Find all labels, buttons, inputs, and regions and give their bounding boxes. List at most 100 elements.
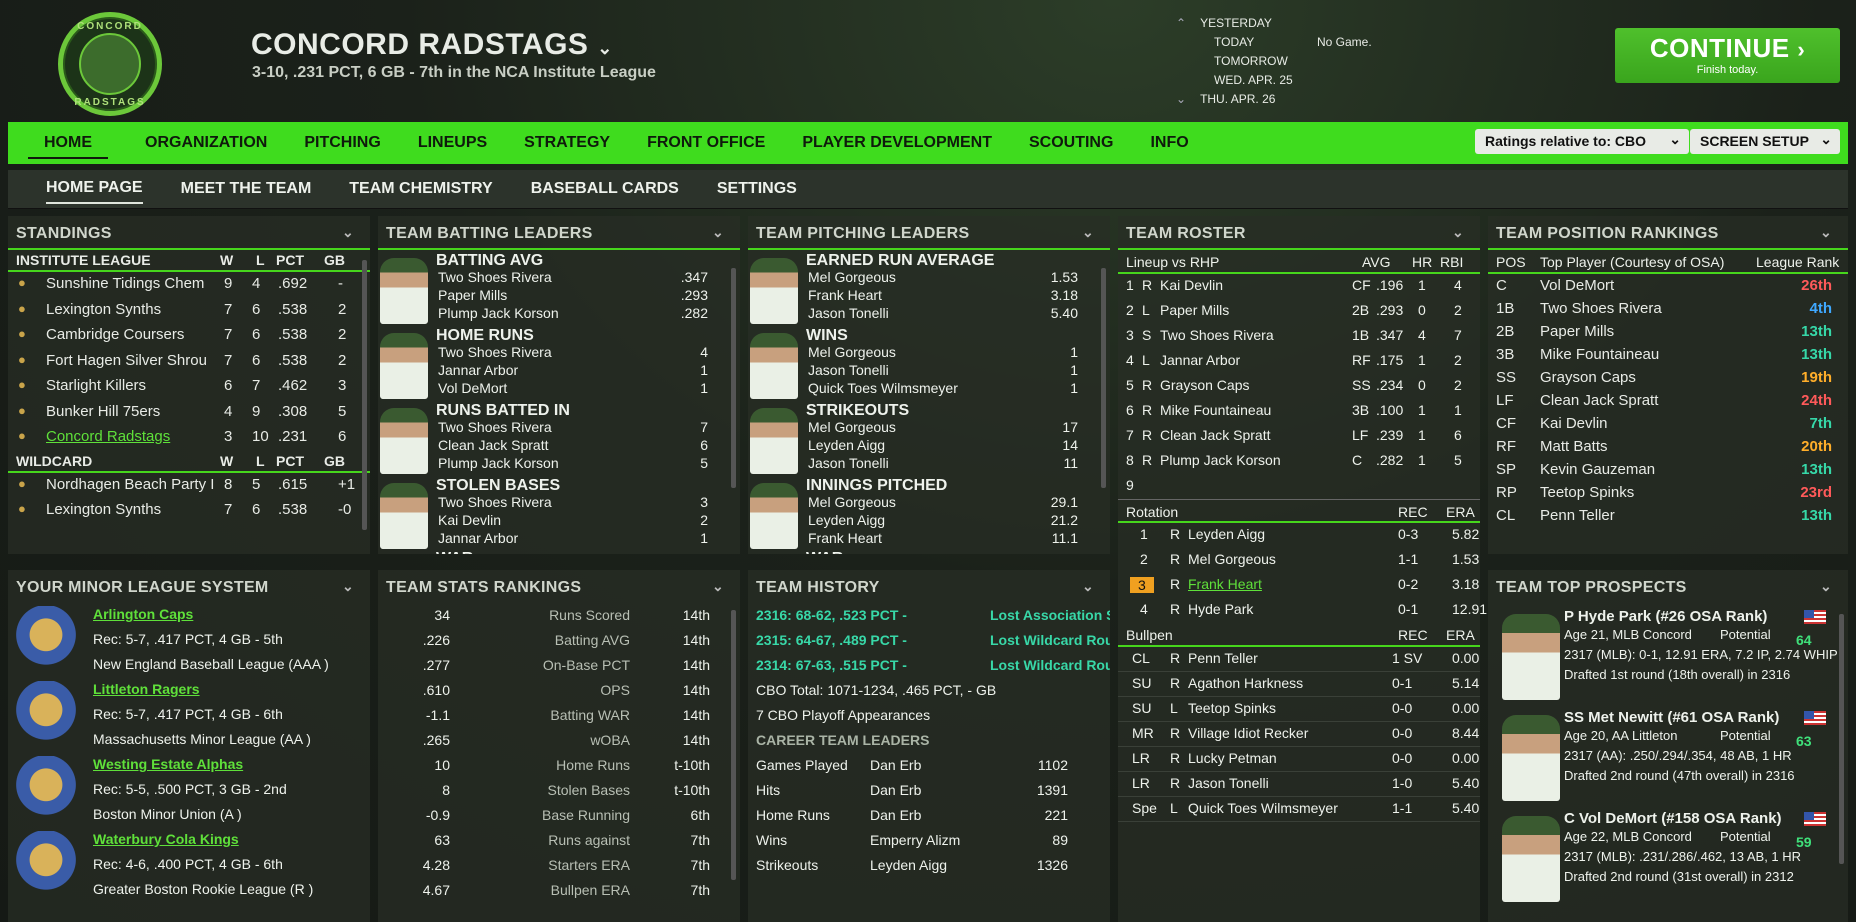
bullpen-row[interactable]: SU R Agathon Harkness 0-1 5.14 xyxy=(1118,672,1480,697)
leader-name[interactable]: Two Shoes Rivera xyxy=(438,494,552,510)
stat-row[interactable]: .610 OPS 14th xyxy=(378,679,740,704)
scrollbar[interactable] xyxy=(1101,268,1106,488)
leader-name[interactable]: Mel Gorgeous xyxy=(808,344,896,360)
standings-row[interactable]: ● Starlight Killers 6 7 .462 3 xyxy=(8,374,370,400)
continue-button[interactable]: CONTINUE › Finish today. xyxy=(1615,28,1840,83)
lineup-row[interactable]: 5 R Grayson Caps SS .234 0 2 xyxy=(1118,374,1480,399)
chevron-down-icon[interactable]: ⌄ xyxy=(597,38,613,58)
leader-name[interactable]: Plump Jack Korson xyxy=(438,305,559,321)
rotation-row[interactable]: 1 R Leyden Aigg 0-3 5.82 xyxy=(1118,523,1480,548)
leader-category[interactable]: WAR xyxy=(748,550,1110,554)
stat-row[interactable]: -0.9 Base Running 6th xyxy=(378,804,740,829)
chevron-down-icon[interactable]: ⌄ xyxy=(1081,224,1094,240)
season-result[interactable]: Lost Association S xyxy=(990,607,1110,623)
leader-name[interactable]: Vol DeMort xyxy=(438,380,508,396)
player-name[interactable]: Mel Gorgeous xyxy=(1188,551,1276,567)
player-name[interactable]: Paper Mills xyxy=(1540,323,1615,340)
stat-row[interactable]: .226 Batting AVG 14th xyxy=(378,629,740,654)
leader-name[interactable]: Kai Devlin xyxy=(438,512,502,528)
player-name[interactable]: Frank Heart xyxy=(1188,576,1262,592)
player-name[interactable]: Vol DeMort xyxy=(1540,277,1615,294)
leader-name[interactable]: Jannar Arbor xyxy=(438,362,519,378)
position-row[interactable]: RF Matt Batts 20th xyxy=(1488,435,1848,458)
leader-name[interactable]: Clean Jack Spratt xyxy=(438,437,549,453)
leader-name[interactable]: Two Shoes Rivera xyxy=(438,344,552,360)
player-name[interactable]: Kevin Gauzeman xyxy=(1540,461,1656,478)
player-name[interactable]: Matt Batts xyxy=(1540,438,1608,455)
career-leader-row[interactable]: Home Runs Dan Erb 221 xyxy=(748,804,1110,829)
bullpen-row[interactable]: CL R Penn Teller 1 SV 0.00 xyxy=(1118,647,1480,672)
player-name[interactable]: Kai Devlin xyxy=(1540,415,1608,432)
subtab-meet-the-team[interactable]: MEET THE TEAM xyxy=(180,180,312,197)
season-record[interactable]: 2314: 67-63, .515 PCT - xyxy=(756,657,907,673)
chevron-down-icon[interactable]: ⌄ xyxy=(341,578,354,594)
chevron-down-icon[interactable]: ⌄ xyxy=(1451,224,1464,240)
leader-name[interactable]: Two Shoes Rivera xyxy=(438,269,552,285)
screen-setup-select[interactable]: SCREEN SETUP ⌄ xyxy=(1690,129,1840,154)
player-name[interactable]: Dan Erb xyxy=(870,757,922,773)
player-name[interactable]: Emperry Alizm xyxy=(870,832,961,848)
chevron-down-icon[interactable]: ⌄ xyxy=(1819,578,1832,594)
bullpen-row[interactable]: MR R Village Idiot Recker 0-0 8.44 xyxy=(1118,722,1480,747)
career-leader-row[interactable]: Games Played Dan Erb 1102 xyxy=(748,754,1110,779)
scrollbar[interactable] xyxy=(731,610,736,880)
stat-row[interactable]: 63 Runs against 7th xyxy=(378,829,740,854)
team-name[interactable]: Sunshine Tidings Chem xyxy=(46,275,205,292)
team-name[interactable]: Cambridge Coursers xyxy=(46,326,185,343)
prospect-card[interactable]: SS Met Newitt (#61 OSA Rank) Age 20, AA L… xyxy=(1488,705,1848,806)
bullpen-row[interactable]: LR R Lucky Petman 0-0 0.00 xyxy=(1118,747,1480,772)
player-name[interactable]: Mike Fountaineau xyxy=(1540,346,1660,363)
history-season[interactable]: 2315: 64-67, .489 PCT - Lost Wildcard Rou xyxy=(748,629,1110,654)
prospect-card[interactable]: C Vol DeMort (#158 OSA Rank) Age 22, MLB … xyxy=(1488,806,1848,907)
team-name[interactable]: Nordhagen Beach Party I xyxy=(46,475,214,493)
team-name[interactable]: Starlight Killers xyxy=(46,377,147,394)
player-name[interactable]: Dan Erb xyxy=(870,782,922,798)
history-season[interactable]: 2316: 68-62, .523 PCT - Lost Association … xyxy=(748,604,1110,629)
minor-team-name[interactable]: Westing Estate Alphas xyxy=(93,756,244,772)
position-row[interactable]: LF Clean Jack Spratt 24th xyxy=(1488,389,1848,412)
standings-row[interactable]: ● Fort Hagen Silver Shrou 7 6 .538 2 xyxy=(8,349,370,375)
leader-category[interactable]: STRIKEOUTS xyxy=(806,402,910,419)
career-leader-row[interactable]: Wins Emperry Alizm 89 xyxy=(748,829,1110,854)
chevron-down-icon[interactable]: ⌄ xyxy=(711,578,724,594)
lineup-row[interactable]: 3 S Two Shoes Rivera 1B .347 4 7 xyxy=(1118,324,1480,349)
leader-category[interactable]: HOME RUNS xyxy=(436,327,534,344)
standings-row[interactable]: ● Lexington Synths 7 6 .538 -0 xyxy=(8,498,370,524)
tab-home[interactable]: HOME xyxy=(28,134,108,159)
player-name[interactable]: Jason Tonelli xyxy=(1188,775,1269,791)
position-row[interactable]: 1B Two Shoes Rivera 4th xyxy=(1488,297,1848,320)
leader-category[interactable]: BATTING AVG xyxy=(436,252,544,269)
lineup-row[interactable]: 2 L Paper Mills 2B .293 0 2 xyxy=(1118,299,1480,324)
minor-team-name[interactable]: Littleton Ragers xyxy=(93,681,200,697)
stat-row[interactable]: .277 On-Base PCT 14th xyxy=(378,654,740,679)
career-leader-row[interactable]: Strikeouts Leyden Aigg 1326 xyxy=(748,854,1110,879)
chevron-down-icon[interactable]: ⌄ xyxy=(1819,224,1832,240)
leader-name[interactable]: Quick Toes Wilmsmeyer xyxy=(808,380,958,396)
player-name[interactable]: Plump Jack Korson xyxy=(1160,452,1281,468)
team-name[interactable]: CONCORD RADSTAGS ⌄ xyxy=(251,28,613,61)
player-name[interactable]: Clean Jack Spratt xyxy=(1160,427,1271,443)
scrollbar[interactable] xyxy=(362,260,367,530)
player-name[interactable]: Two Shoes Rivera xyxy=(1540,300,1662,317)
scrollbar[interactable] xyxy=(1839,614,1844,864)
player-name[interactable]: Quick Toes Wilmsmeyer xyxy=(1188,800,1338,816)
position-row[interactable]: SP Kevin Gauzeman 13th xyxy=(1488,458,1848,481)
player-name[interactable]: Hyde Park xyxy=(1188,601,1254,617)
leader-name[interactable]: Leyden Aigg xyxy=(808,512,886,528)
stat-row[interactable]: 4.67 Bullpen ERA 7th xyxy=(378,879,740,904)
standings-row[interactable]: ● Concord Radstags 3 10 .231 6 xyxy=(8,425,370,451)
tab-info[interactable]: INFO xyxy=(1150,134,1189,151)
leader-name[interactable]: Jason Tonelli xyxy=(808,305,889,321)
chevron-down-icon[interactable]: ⌄ xyxy=(1081,578,1094,594)
tab-front-office[interactable]: FRONT OFFICE xyxy=(647,134,766,151)
leader-name[interactable]: Mel Gorgeous xyxy=(808,269,896,285)
stat-row[interactable]: .265 wOBA 14th xyxy=(378,729,740,754)
minor-team-name[interactable]: Waterbury Cola Kings xyxy=(93,831,239,847)
lineup-row[interactable]: 8 R Plump Jack Korson C .282 1 5 xyxy=(1118,449,1480,474)
player-name[interactable]: Village Idiot Recker xyxy=(1188,725,1309,741)
player-name[interactable]: Agathon Harkness xyxy=(1188,675,1304,691)
ratings-select[interactable]: Ratings relative to: CBO ⌄ xyxy=(1475,129,1689,154)
player-name[interactable]: Lucky Petman xyxy=(1188,750,1277,766)
standings-row[interactable]: ● Nordhagen Beach Party I 8 5 .615 +1 xyxy=(8,473,370,499)
leader-category[interactable]: INNINGS PITCHED xyxy=(806,477,948,494)
